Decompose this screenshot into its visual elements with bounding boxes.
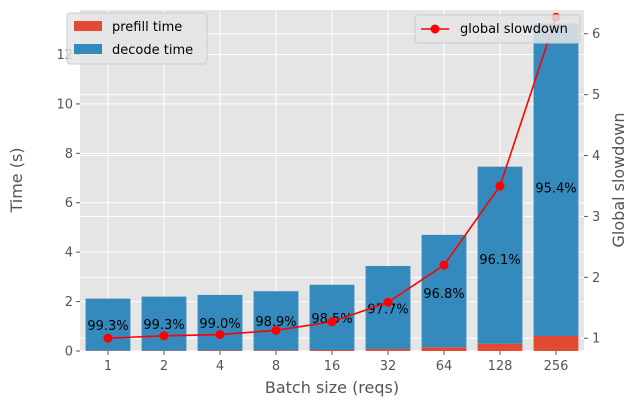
legend-swatch-decode	[74, 44, 102, 54]
y-tick-label: 6	[65, 196, 73, 211]
bar-decode	[197, 294, 243, 351]
y2-tick-label: 1	[592, 332, 600, 347]
legend-label-slowdown: global slowdown	[460, 22, 568, 37]
slowdown-point	[495, 181, 505, 191]
slowdown-point	[439, 260, 449, 270]
y-axis-right: 1 2 3 4 5 6	[584, 27, 600, 347]
x-axis-title: Batch size (reqs)	[265, 378, 399, 397]
x-tick-label: 32	[380, 359, 397, 374]
bar-decode	[141, 296, 187, 351]
y2-tick-label: 6	[592, 27, 600, 42]
legend-right: global slowdown	[414, 14, 581, 44]
y2-tick-label: 5	[592, 88, 600, 103]
y-axis-title: Time (s)	[7, 147, 26, 213]
slowdown-point	[215, 330, 225, 340]
bars	[85, 23, 579, 351]
x-tick-label: 128	[488, 359, 513, 374]
x-tick-label: 4	[216, 359, 224, 374]
bar-percent-label: 95.4%	[535, 181, 576, 196]
x-tick-label: 16	[324, 359, 341, 374]
legend-left: prefill time decode time	[66, 12, 208, 65]
bar-decode	[421, 234, 467, 348]
legend-swatch-prefill	[74, 21, 102, 31]
y-tick-label: 4	[65, 246, 73, 261]
y-tick-label: 10	[56, 97, 73, 112]
slowdown-point	[383, 297, 393, 307]
bar-prefill	[365, 349, 411, 351]
slowdown-point	[327, 317, 337, 327]
bar-percent-label: 96.8%	[423, 287, 464, 302]
legend-label-decode: decode time	[112, 43, 193, 58]
bar-prefill	[477, 343, 523, 351]
bar-prefill	[253, 350, 299, 351]
x-tick-label: 256	[544, 359, 569, 374]
x-tick-label: 8	[272, 359, 280, 374]
bar-decode	[533, 23, 579, 336]
y2-tick-label: 2	[592, 271, 600, 286]
bar-decode	[253, 291, 299, 351]
bar-prefill	[309, 349, 355, 351]
x-tick-label: 64	[436, 359, 453, 374]
bar-percent-label: 98.9%	[255, 315, 296, 330]
x-tick-label: 1	[104, 359, 112, 374]
y2-axis-title: Global slowdown	[609, 113, 628, 248]
legend-marker-slowdown	[430, 24, 440, 34]
y-tick-label: 0	[65, 345, 73, 360]
x-axis: 1 2 4 8 16 32 64 128 256	[104, 351, 569, 374]
y-tick-label: 8	[65, 147, 73, 162]
y2-tick-label: 4	[592, 149, 600, 164]
y-tick-label: 2	[65, 295, 73, 310]
slowdown-point	[159, 331, 169, 341]
bar-percent-label: 99.3%	[87, 319, 128, 334]
bar-percent-label: 96.1%	[479, 253, 520, 268]
legend-label-prefill: prefill time	[112, 20, 182, 35]
bar-decode	[477, 166, 523, 344]
legend-right-frame	[414, 14, 581, 44]
slowdown-line	[103, 12, 561, 343]
bar-percent-label: 99.0%	[199, 317, 240, 332]
bar-prefill	[421, 347, 467, 351]
y2-tick-label: 3	[592, 210, 600, 225]
bar-prefill	[197, 350, 243, 351]
x-tick-label: 2	[160, 359, 168, 374]
slowdown-point	[271, 325, 281, 335]
bar-prefill	[533, 335, 579, 351]
slowdown-point	[103, 333, 113, 343]
bar-percent-label: 99.3%	[143, 318, 184, 333]
